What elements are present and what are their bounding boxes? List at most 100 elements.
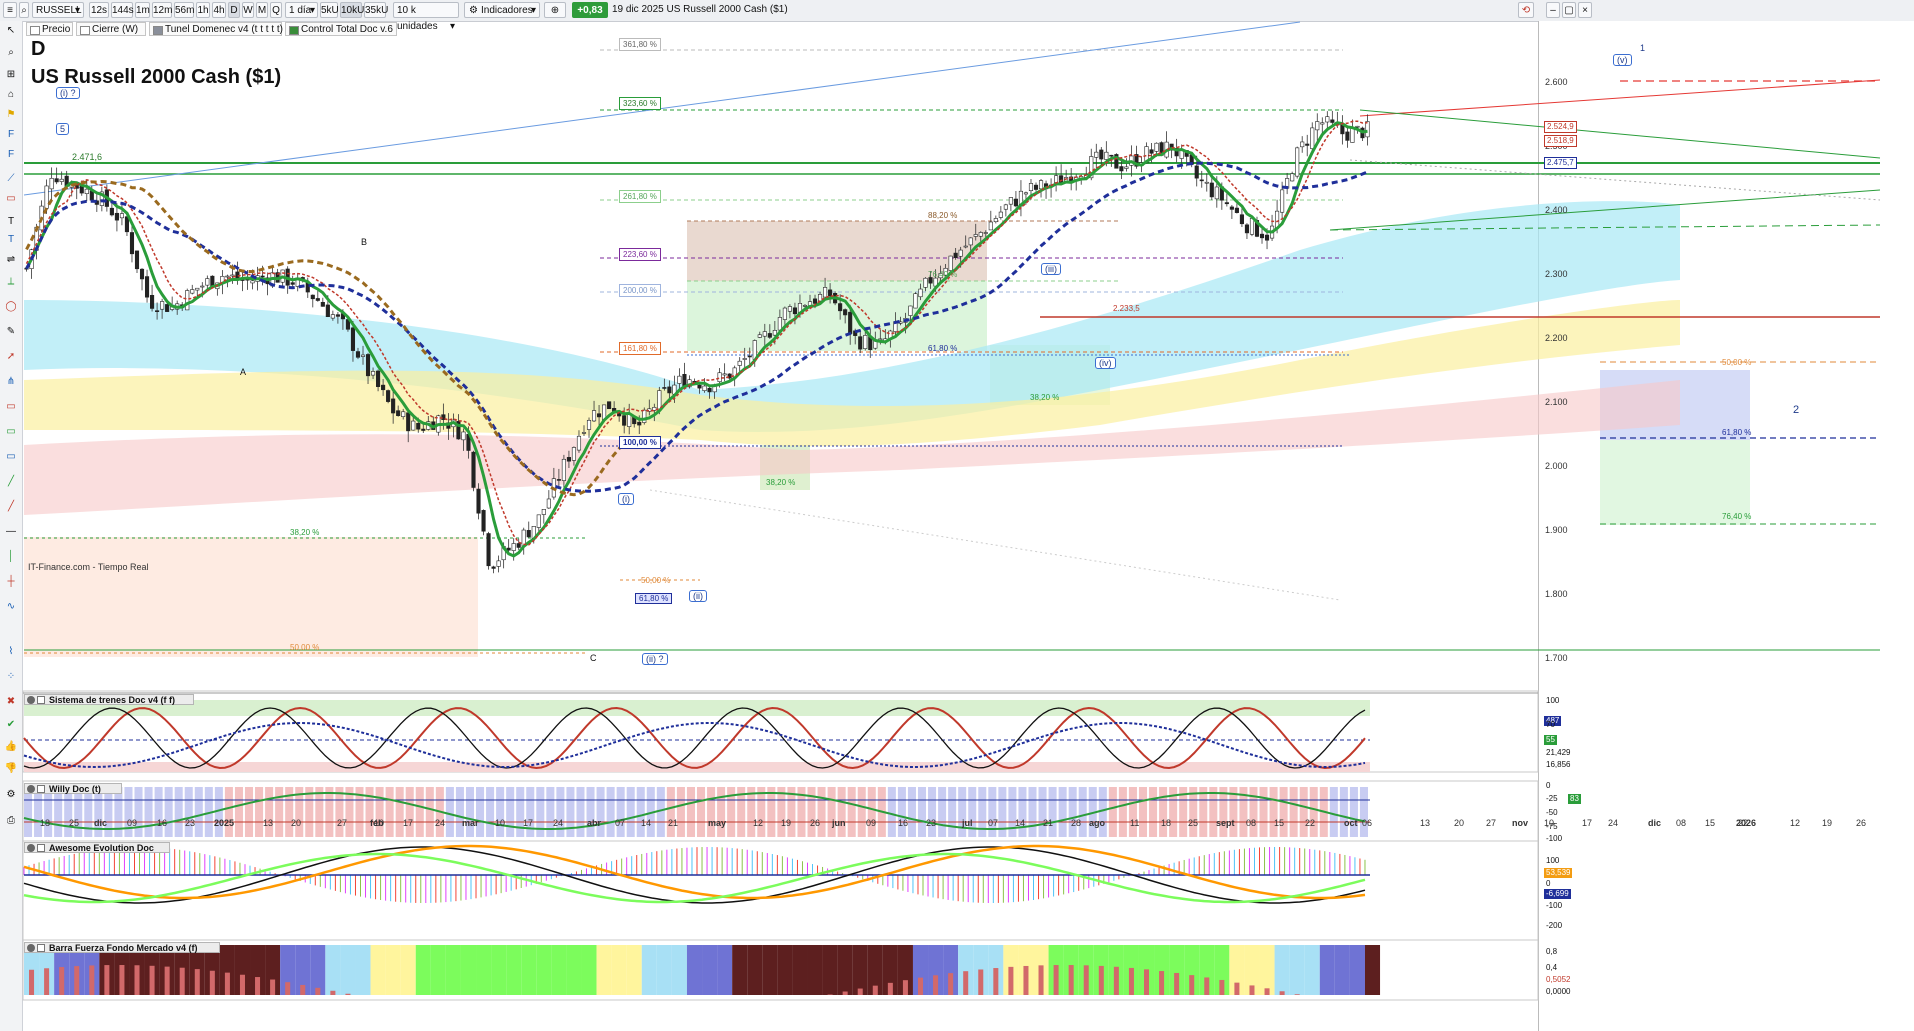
label-icon[interactable]: T [7, 234, 15, 245]
candle [49, 177, 54, 190]
zoom-area-icon[interactable]: ⊞ [6, 69, 16, 80]
timeframe-1h[interactable]: 1h [196, 2, 210, 18]
willy-bar [717, 787, 726, 837]
candle [943, 267, 948, 276]
strength-bar [265, 945, 281, 995]
path-icon[interactable]: ∿ [6, 601, 16, 612]
timeframe-M[interactable]: M [256, 2, 268, 18]
timeframe-12s[interactable]: 12s [89, 2, 109, 18]
willy-bar [817, 787, 826, 837]
confirm-icon[interactable]: ✔ [6, 719, 16, 730]
pane-header-awesome[interactable]: Awesome Evolution Doc [24, 842, 170, 853]
timeframe-12m[interactable]: 12m [152, 2, 172, 18]
willy-bar [184, 787, 193, 837]
willy-bar [586, 787, 595, 837]
minimize-icon[interactable]: – [1546, 2, 1560, 18]
willy-bar [757, 787, 766, 837]
willy-bar [265, 787, 274, 837]
timeframe-D[interactable]: D [228, 2, 240, 18]
pane-header-market-strength[interactable]: Barra Fuerza Fondo Mercado v4 (f) [24, 942, 220, 953]
timeframe-4h[interactable]: 4h [212, 2, 226, 18]
pointer-icon[interactable]: ↖ [6, 25, 16, 36]
candle [772, 330, 777, 336]
timeframe-56m[interactable]: 56m [174, 2, 194, 18]
willy-bar [1329, 787, 1338, 837]
ellipse-icon[interactable]: ◯ [5, 301, 17, 312]
ruler-icon[interactable]: ⟂ [7, 276, 15, 287]
arrow-tool-icon[interactable]: ➚ [6, 351, 16, 362]
text-icon[interactable]: T [7, 216, 15, 227]
timeframe-1m[interactable]: 1m [135, 2, 150, 18]
timeframe-W[interactable]: W [242, 2, 254, 18]
strength-volume [179, 967, 185, 995]
thumbs-up-icon[interactable]: 👍 [4, 741, 18, 752]
trend-line-icon[interactable]: ⟋ [7, 173, 15, 184]
candle [642, 409, 647, 423]
strength-bar [777, 945, 793, 995]
zoom-icon[interactable]: ⌕ [8, 47, 14, 58]
strength-bar [310, 945, 326, 995]
pane-title: Barra Fuerza Fondo Mercado v4 (f) [49, 943, 198, 953]
close-icon[interactable]: × [1578, 2, 1592, 18]
pitchfork-icon[interactable]: ⋔ [6, 376, 16, 387]
willy-bar [425, 787, 434, 837]
hline-icon[interactable]: — [6, 526, 16, 537]
legend-item-close[interactable]: Cierre (W) [76, 22, 146, 36]
line-tool-icon[interactable]: ╱ [7, 476, 15, 487]
long-position-icon[interactable]: ▭ [6, 426, 16, 437]
strength-bar [400, 945, 416, 995]
willy-bar [415, 787, 424, 837]
period-letter: D [31, 38, 46, 60]
y-tick: 2.000 [1545, 461, 1568, 471]
willy-bar [666, 787, 675, 837]
maximize-icon[interactable]: ▢ [1562, 2, 1576, 18]
timeframe-144s[interactable]: 144s [111, 2, 134, 18]
cross-line-icon[interactable]: ┼ [7, 576, 15, 587]
legend-item-tunnel[interactable]: Tunel Domenec v4 (t t t t t) [149, 22, 283, 36]
settings-icon[interactable]: ⚙ [6, 789, 16, 800]
tick-5kU[interactable]: 5kU [320, 2, 339, 18]
pane-header-trains[interactable]: Sistema de trenes Doc v4 (f f) [24, 694, 194, 705]
tick-10kU[interactable]: 10kU [340, 2, 364, 18]
period-select[interactable]: 1 día ▾ [285, 2, 318, 18]
willy-bar [1108, 787, 1117, 837]
legend-label: Precio [42, 24, 71, 35]
range-icon[interactable]: ▭ [6, 401, 16, 412]
short-position-icon[interactable]: ▭ [6, 451, 16, 462]
strength-bar [1244, 945, 1260, 995]
legend-item-control-total[interactable]: Control Total Doc v.6 [285, 22, 397, 36]
delete-drawing-icon[interactable]: ✖ [6, 696, 16, 707]
willy-bar [1128, 787, 1137, 837]
sync-icon[interactable]: ⟲ [1518, 2, 1534, 18]
timeframe-Q[interactable]: Q [270, 2, 282, 18]
units-select[interactable]: 10 k unidades ▾ [393, 2, 459, 32]
x-tick: 13 [263, 818, 274, 828]
fib-ext-icon[interactable]: F [7, 149, 15, 160]
willy-bar [1199, 787, 1208, 837]
alert-icon[interactable]: ⚑ [6, 109, 16, 120]
brush-icon[interactable]: ✎ [6, 326, 16, 337]
pane-scale: 0,5052 [1546, 975, 1571, 984]
vline-icon[interactable]: │ [7, 551, 15, 562]
wave-tool-icon[interactable]: ⌇ [8, 646, 14, 657]
chart-menu-icon[interactable]: ≡ [3, 2, 17, 18]
thumbs-down-icon[interactable]: 👎 [4, 763, 18, 774]
channel-icon[interactable]: ⇌ [6, 254, 16, 265]
strength-volume [933, 975, 939, 995]
pane-header-willy[interactable]: Willy Doc (t) [24, 783, 122, 794]
fib-icon[interactable]: F [7, 129, 15, 140]
indicators-button[interactable]: ⚙ Indicadores ▾ [464, 2, 540, 18]
search-icon[interactable]: ⌕ [19, 2, 29, 18]
legend-item-price[interactable]: Precio [26, 22, 73, 36]
willy-bar [1179, 787, 1188, 837]
magnet-icon[interactable]: ⌂ [7, 89, 15, 100]
crosshair-icon[interactable]: ⊕ [544, 2, 566, 18]
price-axis[interactable] [1538, 21, 1914, 1031]
dots-icon[interactable]: ⁘ [6, 671, 16, 682]
symbol-select[interactable]: RUSSELL ▾ [32, 2, 84, 18]
print-icon[interactable]: ⎙ [7, 815, 15, 826]
tick-35kU[interactable]: 35kU [364, 2, 388, 18]
ray-icon[interactable]: ╱ [7, 501, 15, 512]
rectangle-icon[interactable]: ▭ [6, 193, 16, 204]
